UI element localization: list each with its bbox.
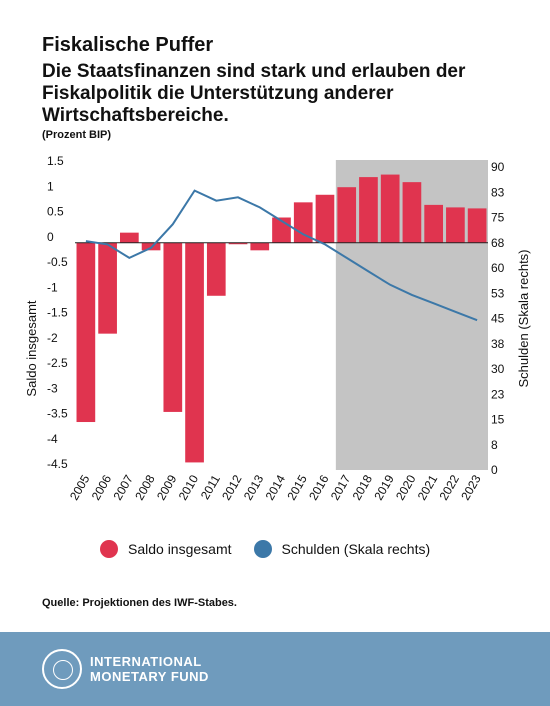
bar-2018 — [359, 177, 378, 243]
left-tick-label: -3.5 — [47, 407, 68, 421]
bar-2006 — [98, 242, 117, 334]
x-tick-label: 2007 — [110, 472, 136, 502]
left-tick-label: 0.5 — [47, 205, 64, 219]
legend-swatch-saldo — [100, 540, 118, 558]
left-tick-label: -4.5 — [47, 457, 68, 471]
left-tick-label: -1 — [47, 280, 58, 294]
right-tick-label: 68 — [491, 236, 505, 250]
right-tick-label: 60 — [491, 261, 505, 275]
right-tick-label: 38 — [491, 337, 505, 351]
chart-subtitle: Die Staatsfinanzen sind stark und erlaub… — [42, 61, 466, 126]
left-tick-label: 0 — [47, 230, 54, 244]
x-tick-label: 2023 — [458, 472, 484, 502]
x-tick-label: 2016 — [306, 472, 332, 502]
right-tick-label: 8 — [491, 438, 498, 452]
x-tick-label: 2005 — [67, 472, 93, 502]
chart-title: Fiskalische Puffer — [42, 34, 214, 56]
x-tick-label: 2020 — [393, 472, 419, 502]
x-tick-label: 2015 — [284, 472, 310, 502]
bar-2022 — [446, 207, 465, 243]
source-note: Quelle: Projektionen des IWF-Stabes. — [42, 597, 237, 609]
right-axis-title: Schulden (Skala rechts) — [516, 249, 531, 387]
footer-bar: INTERNATIONAL MONETARY FUND — [0, 632, 550, 706]
x-tick-label: 2006 — [89, 472, 115, 502]
chart-unit: (Prozent BIP) — [42, 129, 112, 141]
right-tick-label: 45 — [491, 312, 505, 326]
x-tick-label: 2021 — [415, 472, 441, 502]
left-tick-label: 1 — [47, 179, 54, 193]
legend-item-saldo: Saldo insgesamt — [100, 540, 232, 558]
logo-line-2: MONETARY FUND — [90, 669, 209, 684]
x-tick-label: 2013 — [241, 472, 267, 502]
x-tick-label: 2017 — [328, 472, 354, 502]
legend-label-schulden: Schulden (Skala rechts) — [281, 541, 431, 557]
bar-2021 — [424, 204, 444, 243]
legend-item-schulden: Schulden (Skala rechts) — [253, 540, 431, 558]
left-tick-label: -2 — [47, 331, 58, 345]
left-tick-label: -3 — [47, 381, 58, 395]
bar-2015 — [293, 202, 313, 243]
x-tick-label: 2019 — [371, 472, 397, 502]
right-tick-label: 90 — [491, 160, 505, 174]
bar-2023 — [467, 208, 487, 243]
bar-2007 — [119, 232, 139, 243]
chart-svg: 1.510.50-0.5-1-1.5-2-2.5-3-3.5-4-4.59083… — [24, 154, 531, 503]
bar-2017 — [337, 187, 357, 243]
x-tick-label: 2010 — [176, 472, 202, 502]
bar-2013 — [250, 242, 270, 251]
x-tick-label: 2014 — [263, 472, 289, 502]
left-tick-label: -4 — [47, 432, 58, 446]
legend: Saldo insgesamt Schulden (Skala rechts) — [100, 540, 452, 558]
legend-swatch-schulden — [253, 540, 272, 558]
logo-line-1: INTERNATIONAL — [90, 654, 202, 669]
imf-logo-text: INTERNATIONAL MONETARY FUND — [90, 654, 209, 684]
left-tick-label: 1.5 — [47, 154, 64, 168]
left-tick-label: -0.5 — [47, 255, 68, 269]
bar-2019 — [380, 174, 400, 243]
x-tick-label: 2018 — [350, 472, 376, 502]
right-tick-label: 30 — [491, 362, 505, 376]
x-tick-label: 2008 — [132, 472, 158, 502]
bar-2010 — [185, 242, 204, 463]
right-tick-label: 15 — [491, 413, 505, 427]
bar-2012 — [228, 242, 248, 245]
imf-seal-icon — [42, 649, 82, 689]
bar-2009 — [163, 242, 183, 412]
debt-line — [85, 189, 478, 322]
left-tick-label: -2.5 — [47, 356, 68, 370]
legend-label-saldo: Saldo insgesamt — [128, 541, 232, 557]
x-tick-label: 2009 — [154, 472, 180, 502]
bar-2020 — [402, 182, 422, 243]
bar-2016 — [315, 194, 335, 243]
right-tick-label: 75 — [491, 211, 505, 225]
bar-2011 — [206, 242, 226, 296]
bar-2005 — [76, 242, 96, 423]
right-tick-label: 83 — [491, 185, 505, 199]
x-tick-label: 2022 — [437, 472, 463, 502]
right-tick-label: 23 — [491, 387, 505, 401]
x-tick-label: 2012 — [219, 472, 245, 502]
left-axis-title: Saldo insgesamt — [24, 300, 39, 396]
right-tick-label: 53 — [491, 286, 505, 300]
right-tick-label: 0 — [491, 463, 498, 477]
left-tick-label: -1.5 — [47, 306, 68, 320]
x-tick-label: 2011 — [198, 472, 223, 502]
